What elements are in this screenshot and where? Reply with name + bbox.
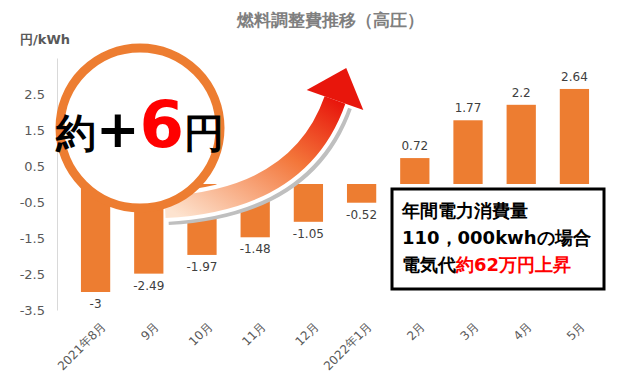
x-tick-label: 3月 (457, 319, 481, 343)
bar (294, 184, 323, 222)
annotation-part: 110，000kwhの場合 (402, 227, 591, 248)
x-axis: 2021年8月 9月 10月 11月 12月2022年1月 2月 3月 4月 5月 (55, 310, 588, 373)
plot: -3.5 -2.5 -1.5 -0.5 0.5 1.5 2.5 2021年8月 9月 10月 11月… (20, 59, 589, 374)
x-tick-label: 2月 (404, 319, 428, 343)
y-tick-label: -1.5 (20, 231, 45, 246)
y-tick-label: -3.5 (20, 303, 45, 318)
x-tick-label: 4月 (511, 319, 535, 343)
data-label: -0.52 (346, 208, 377, 222)
x-tick-label: 2022年1月 (321, 319, 375, 373)
annotation-part: 約 (55, 110, 96, 156)
annotation-part: 約62万円上昇 (455, 254, 571, 275)
data-label: 0.72 (401, 139, 428, 153)
bar (560, 89, 589, 184)
y-tick-label: 1.5 (24, 123, 45, 138)
y-tick: -1.5 (20, 231, 57, 246)
x-tick-label: 12月 (292, 319, 321, 348)
annotation-part: + (96, 99, 140, 159)
y-tick: 2.5 (24, 87, 57, 102)
x-tick: 4月 (511, 310, 535, 343)
x-tick: 10月 (186, 310, 215, 349)
chart: 燃料調整費推移（高圧） 円/kWh -3.5 -2.5 -1.5 -0.5 0.5 1.5 2.… (0, 0, 630, 390)
box-annotation: 年間電力消費量 110，000kwhの場合電気代約62万円上昇 (392, 189, 604, 289)
x-tick: 2021年8月 (55, 310, 109, 373)
x-tick-label: 10月 (186, 319, 215, 348)
bar (507, 105, 536, 184)
title: 燃料調整費推移（高圧） (236, 10, 424, 30)
annotation: 電気代約62万円上昇 (402, 254, 571, 275)
x-tick: 2022年1月 (321, 310, 375, 373)
bar (400, 158, 429, 184)
annotation-part: 円 (184, 110, 224, 156)
bar (347, 184, 376, 203)
y-tick: -0.5 (20, 195, 57, 210)
x-tick-label: 5月 (564, 319, 588, 343)
annotation: 110，000kwhの場合 (402, 227, 591, 248)
box (392, 189, 604, 289)
circle-annotation: 約+6円 (55, 48, 224, 208)
x-tick: 11月 (239, 310, 268, 349)
data-label: -3 (90, 297, 102, 311)
y-axis: -3.5 -2.5 -1.5 -0.5 0.5 1.5 2.5 (20, 59, 58, 318)
x-tick: 5月 (564, 310, 588, 343)
annotation-part: 年間電力消費量 (401, 200, 528, 221)
x-tick: 3月 (457, 310, 481, 343)
data-label: -1.05 (293, 227, 324, 241)
y-tick: 1.5 (24, 123, 57, 138)
x-tick: 12月 (292, 310, 321, 349)
data-label: 2.2 (512, 86, 531, 100)
y-tick: -3.5 (20, 303, 57, 318)
x-tick: 9月 (138, 310, 162, 343)
y-tick: 0.5 (24, 159, 57, 174)
x-tick-label: 9月 (138, 319, 162, 343)
data-label: -1.48 (240, 242, 271, 256)
annotation-part: 電気代 (402, 254, 456, 275)
data-label: -2.49 (133, 279, 164, 293)
data-label: 2.64 (561, 70, 588, 84)
y-tick-label: -2.5 (20, 267, 45, 282)
y-tick-label: 2.5 (24, 87, 45, 102)
y-axis-line (57, 59, 58, 311)
y-tick-label: 0.5 (24, 159, 45, 174)
annotation: 年間電力消費量 (401, 200, 528, 221)
y-tick: -2.5 (20, 267, 57, 282)
data-label: 1.77 (455, 101, 482, 115)
y-axis-title: 円/kWh (20, 32, 70, 47)
arrow-head (307, 68, 364, 110)
annotation-part: 6 (140, 88, 185, 162)
x-tick-label: 11月 (239, 319, 268, 348)
x-tick-label: 2021年8月 (55, 319, 109, 373)
y-tick-label: -0.5 (20, 195, 45, 210)
bar (453, 120, 482, 184)
annotation: 約+6円 (55, 88, 224, 162)
data-label: -1.97 (186, 260, 217, 274)
x-tick: 2月 (404, 310, 428, 343)
